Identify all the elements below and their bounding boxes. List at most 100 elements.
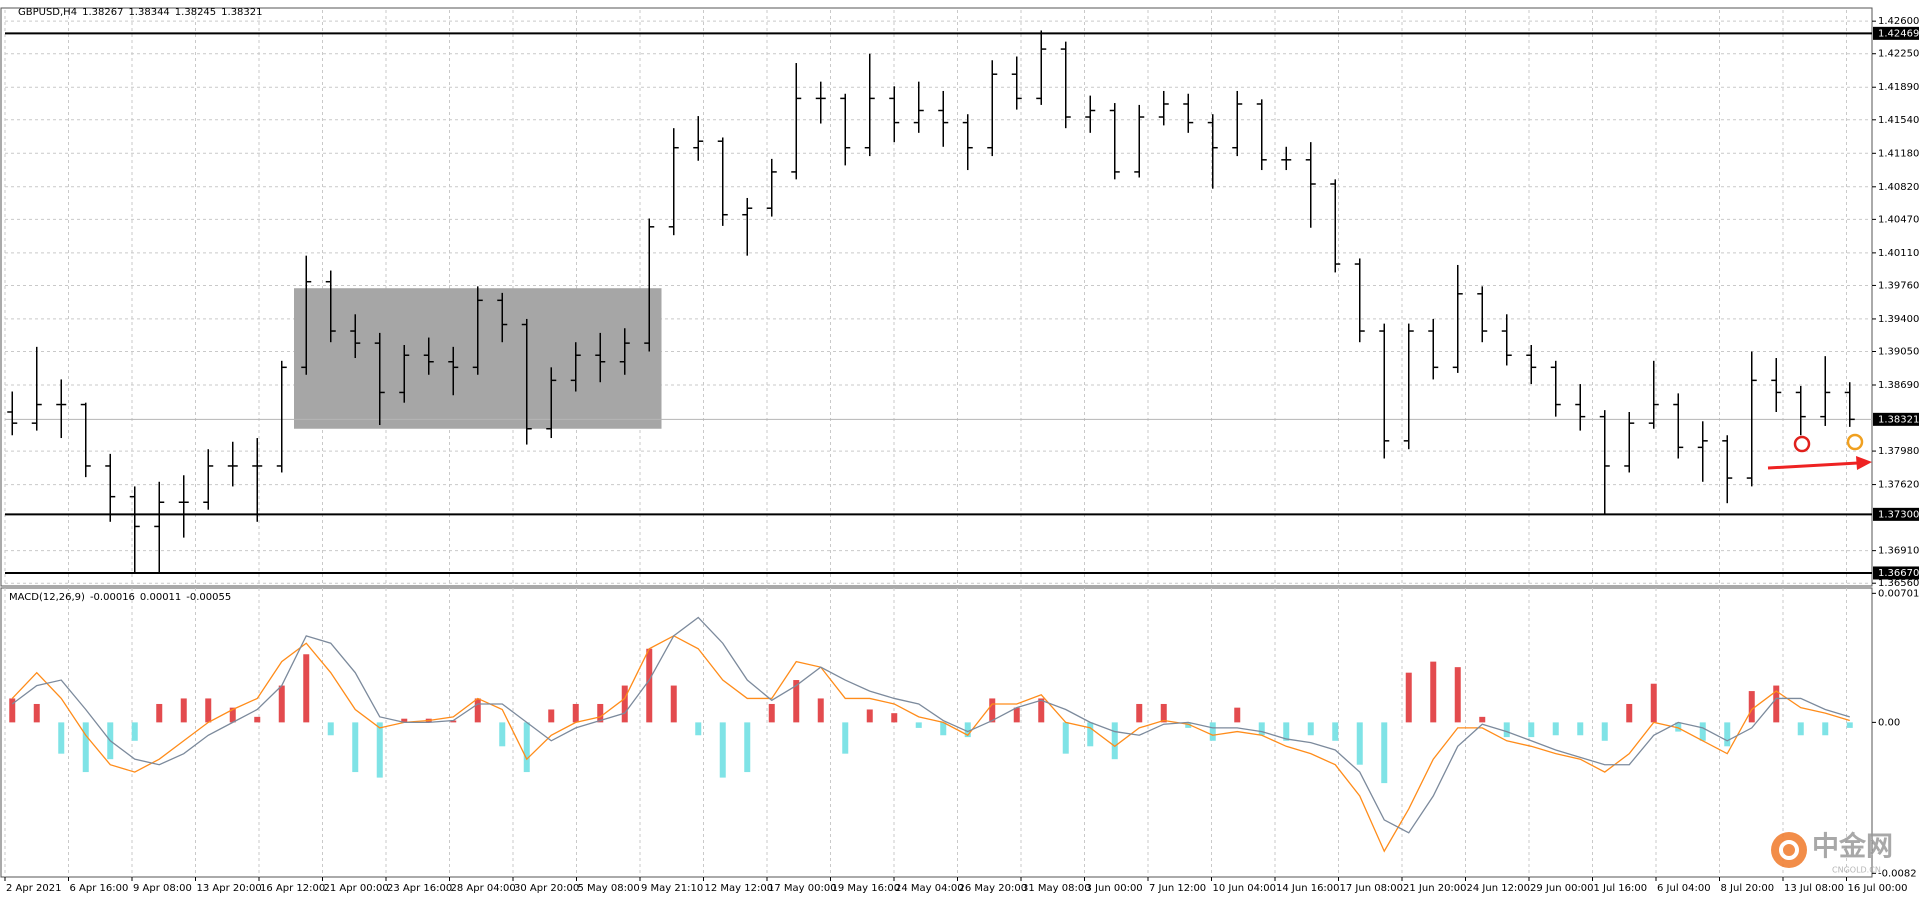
x-tick-label: 24 May 04:00 bbox=[895, 883, 964, 894]
histogram-bar bbox=[1552, 722, 1559, 736]
y-tick-label: 1.41540 bbox=[1878, 115, 1919, 126]
histogram-bar bbox=[842, 722, 849, 754]
level-label-bg bbox=[1873, 26, 1919, 40]
histogram-bar bbox=[1283, 722, 1290, 741]
y-tick-label: 1.40820 bbox=[1878, 182, 1919, 193]
histogram-bar bbox=[1773, 685, 1780, 723]
histogram-bar bbox=[1307, 722, 1314, 736]
y-tick-label: 1.39760 bbox=[1878, 280, 1919, 291]
histogram-bar bbox=[891, 713, 898, 723]
histogram-bar bbox=[1405, 672, 1412, 723]
y-tick-label: 1.42250 bbox=[1878, 49, 1919, 60]
x-tick-label: 28 Apr 04:00 bbox=[451, 883, 516, 894]
header-value: 0.00011 bbox=[140, 592, 181, 603]
y-tick-label: 1.39400 bbox=[1878, 314, 1919, 325]
histogram-bar bbox=[1381, 722, 1388, 784]
y-tick-label: 1.42600 bbox=[1878, 16, 1919, 27]
x-tick-label: 16 Apr 12:00 bbox=[260, 883, 325, 894]
histogram-bar bbox=[1258, 722, 1265, 736]
histogram-bar bbox=[303, 654, 310, 723]
histogram-bar bbox=[1185, 722, 1192, 728]
header-value: -0.00016 bbox=[90, 592, 135, 603]
histogram-bar bbox=[499, 722, 506, 747]
histogram-bar bbox=[327, 722, 334, 736]
histogram-bar bbox=[964, 722, 971, 738]
y-tick-label: 1.39050 bbox=[1878, 347, 1919, 358]
histogram-bar bbox=[1748, 691, 1755, 723]
histogram-bar bbox=[768, 703, 775, 723]
histogram-bar bbox=[1724, 722, 1731, 747]
header-value: -0.00055 bbox=[186, 592, 231, 603]
histogram-bar bbox=[254, 716, 261, 723]
header-title: MACD(12,26,9) bbox=[9, 592, 85, 603]
last-price-label-bg bbox=[1873, 412, 1919, 426]
histogram-bar bbox=[621, 685, 628, 723]
histogram-bar bbox=[1626, 703, 1633, 723]
histogram-bar bbox=[1822, 722, 1829, 736]
histogram-bar bbox=[793, 680, 800, 723]
histogram-bar bbox=[1136, 703, 1143, 723]
x-tick-label: 16 Jul 00:00 bbox=[1848, 883, 1908, 894]
y-tick-label: 1.41180 bbox=[1878, 148, 1919, 159]
histogram-bar bbox=[940, 722, 947, 736]
x-tick-label: 31 May 08:00 bbox=[1022, 883, 1091, 894]
panel-header: GBPUSD,H4 1.38267 1.38344 1.38245 1.38321 bbox=[18, 7, 263, 18]
histogram-bar bbox=[376, 722, 383, 778]
macd-line bbox=[11, 616, 1850, 834]
panel-header: MACD(12,26,9) -0.00016 0.00011 -0.00055 bbox=[9, 592, 231, 603]
x-tick-label: 17 May 00:00 bbox=[768, 883, 837, 894]
histogram-bar bbox=[229, 707, 236, 723]
x-tick-label: 23 Apr 16:00 bbox=[387, 883, 452, 894]
y-tick-label: 1.36910 bbox=[1878, 546, 1919, 557]
histogram-bar bbox=[695, 722, 702, 736]
histogram-bar bbox=[548, 709, 555, 723]
x-tick-label: 9 Apr 08:00 bbox=[133, 883, 192, 894]
histogram-bar bbox=[817, 698, 824, 723]
histogram-bar bbox=[989, 698, 996, 723]
histogram-bar bbox=[1430, 661, 1437, 723]
histogram-bar bbox=[180, 698, 187, 723]
level-label: 1.42469 bbox=[1878, 28, 1919, 39]
x-tick-label: 14 Jun 16:00 bbox=[1276, 883, 1340, 894]
y-tick-label: 1.37620 bbox=[1878, 480, 1919, 491]
histogram-bar bbox=[572, 703, 579, 723]
watermark: 中金网 CNGOLD.CN bbox=[1771, 831, 1893, 875]
histogram-bar bbox=[915, 722, 922, 728]
x-tick-label: 1 Jul 16:00 bbox=[1594, 883, 1648, 894]
price-frame bbox=[0, 7, 1873, 587]
histogram-bar bbox=[401, 718, 408, 723]
histogram-bar bbox=[131, 722, 138, 741]
histogram-bar bbox=[1699, 722, 1706, 741]
y-tick-label: 0.00 bbox=[1878, 717, 1900, 728]
header-value: 1.38267 bbox=[82, 7, 123, 18]
histogram-bar bbox=[352, 722, 359, 773]
x-tick-label: 19 May 16:00 bbox=[832, 883, 901, 894]
histogram-bar bbox=[1332, 722, 1339, 741]
histogram-bar bbox=[82, 722, 89, 773]
header-value: 1.38344 bbox=[128, 7, 169, 18]
histogram-bar bbox=[1846, 722, 1853, 728]
x-tick-label: 10 Jun 04:00 bbox=[1213, 883, 1277, 894]
x-tick-label: 2 Apr 2021 bbox=[6, 883, 61, 894]
histogram-bar bbox=[1160, 703, 1167, 723]
histogram-bar bbox=[1356, 722, 1363, 765]
x-tick-label: 9 May 21:10 bbox=[641, 883, 703, 894]
x-tick-label: 17 Jun 08:00 bbox=[1340, 883, 1404, 894]
y-tick-label: 1.37980 bbox=[1878, 446, 1919, 457]
x-tick-label: 5 May 08:00 bbox=[578, 883, 640, 894]
x-tick-label: 29 Jun 00:00 bbox=[1530, 883, 1594, 894]
histogram-bar bbox=[156, 703, 163, 723]
arrow-shaft bbox=[1767, 461, 1859, 470]
annotations bbox=[1767, 433, 1872, 470]
histogram-bar bbox=[1503, 722, 1510, 738]
macd-line bbox=[11, 635, 1850, 853]
x-tick-label: 13 Jul 08:00 bbox=[1784, 883, 1844, 894]
histogram-bar bbox=[597, 703, 604, 723]
histogram-bar bbox=[450, 720, 457, 723]
x-tick-label: 3 Jun 00:00 bbox=[1086, 883, 1143, 894]
histogram-bar bbox=[670, 685, 677, 723]
y-tick-label: 1.40110 bbox=[1878, 248, 1919, 259]
header-value: 1.38245 bbox=[175, 7, 216, 18]
